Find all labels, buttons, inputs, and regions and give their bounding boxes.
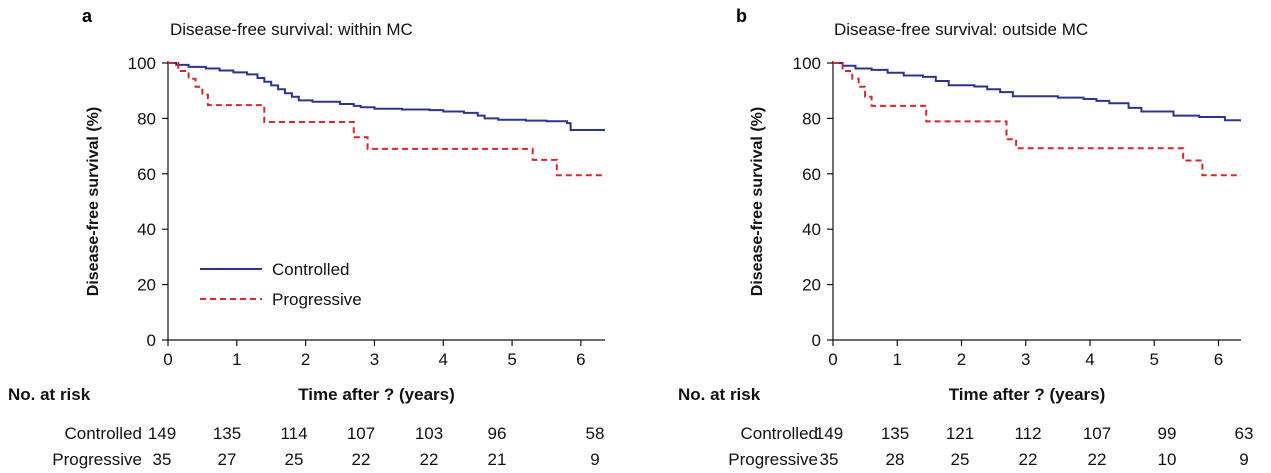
risk-table-header: No. at risk bbox=[8, 385, 91, 404]
risk-value: 103 bbox=[415, 424, 443, 443]
x-tick-label: 6 bbox=[576, 350, 585, 369]
x-tick-label: 3 bbox=[370, 350, 379, 369]
risk-value: 63 bbox=[1235, 424, 1254, 443]
y-tick-label: 0 bbox=[812, 331, 821, 350]
y-tick-label: 60 bbox=[802, 165, 821, 184]
series-line-controlled bbox=[833, 62, 1241, 122]
risk-value: 35 bbox=[820, 450, 839, 469]
risk-value: 22 bbox=[352, 450, 371, 469]
x-tick-label: 0 bbox=[163, 350, 172, 369]
survival-chart-b: b Disease-free survival: outside MC Diseas… bbox=[678, 6, 1254, 469]
risk-value: 112 bbox=[1014, 424, 1041, 443]
y-tick-label: 80 bbox=[802, 109, 821, 128]
risk-value: 135 bbox=[213, 424, 241, 443]
x-axis-label: Time after ? (years) bbox=[298, 385, 455, 404]
risk-value: 135 bbox=[881, 424, 909, 443]
risk-value: 35 bbox=[153, 450, 172, 469]
chart-title: Disease-free survival: outside MC bbox=[834, 20, 1088, 39]
x-tick-label: 2 bbox=[301, 350, 310, 369]
series-line-progressive bbox=[168, 62, 605, 177]
x-axis-label: Time after ? (years) bbox=[949, 385, 1106, 404]
y-tick-label: 80 bbox=[137, 109, 156, 128]
risk-value: 96 bbox=[488, 424, 507, 443]
panel-letter: b bbox=[736, 6, 747, 26]
series-line-progressive bbox=[833, 62, 1241, 177]
y-tick-label: 20 bbox=[137, 276, 156, 295]
risk-value: 22 bbox=[1019, 450, 1038, 469]
risk-value: 25 bbox=[285, 450, 304, 469]
risk-value: 10 bbox=[1158, 450, 1177, 469]
survival-chart-a: a Disease-free survival: within MC Disease… bbox=[8, 6, 605, 469]
risk-row-label: Controlled bbox=[65, 424, 143, 443]
risk-value: 114 bbox=[280, 424, 307, 443]
y-tick-label: 40 bbox=[137, 220, 156, 239]
risk-value: 22 bbox=[1088, 450, 1107, 469]
risk-value: 149 bbox=[148, 424, 176, 443]
y-tick-label: 100 bbox=[128, 54, 156, 73]
x-tick-label: 5 bbox=[1150, 350, 1159, 369]
x-tick-label: 4 bbox=[1085, 350, 1094, 369]
y-tick-label: 40 bbox=[802, 220, 821, 239]
y-axis-label: Disease-free survival (%) bbox=[749, 107, 766, 296]
panel-a: a Disease-free survival: within MC Disease… bbox=[0, 0, 635, 473]
risk-value: 149 bbox=[815, 424, 843, 443]
risk-value: 121 bbox=[946, 424, 974, 443]
risk-row-label: Controlled bbox=[741, 424, 819, 443]
risk-value: 58 bbox=[586, 424, 605, 443]
chart-title: Disease-free survival: within MC bbox=[170, 20, 413, 39]
x-tick-label: 4 bbox=[439, 350, 448, 369]
legend-label: Controlled bbox=[272, 260, 350, 279]
risk-value: 99 bbox=[1158, 424, 1177, 443]
series-line-controlled bbox=[168, 62, 605, 131]
risk-value: 28 bbox=[886, 450, 905, 469]
risk-value: 25 bbox=[951, 450, 970, 469]
x-tick-label: 6 bbox=[1214, 350, 1223, 369]
risk-value: 9 bbox=[1239, 450, 1248, 469]
panel-letter: a bbox=[82, 6, 93, 26]
y-tick-label: 100 bbox=[793, 54, 821, 73]
x-tick-label: 1 bbox=[893, 350, 902, 369]
x-tick-label: 3 bbox=[1021, 350, 1030, 369]
risk-value: 21 bbox=[488, 450, 507, 469]
risk-row-label: Progressive bbox=[728, 450, 818, 469]
risk-value: 27 bbox=[218, 450, 237, 469]
y-tick-label: 60 bbox=[137, 165, 156, 184]
y-tick-label: 20 bbox=[802, 276, 821, 295]
y-axis-label: Disease-free survival (%) bbox=[85, 107, 102, 296]
risk-value: 107 bbox=[1083, 424, 1111, 443]
x-tick-label: 1 bbox=[232, 350, 241, 369]
x-tick-label: 5 bbox=[507, 350, 516, 369]
legend-label: Progressive bbox=[272, 290, 362, 309]
risk-value: 22 bbox=[420, 450, 439, 469]
risk-value: 107 bbox=[347, 424, 375, 443]
panel-b: b Disease-free survival: outside MC Diseas… bbox=[636, 0, 1271, 473]
x-tick-label: 2 bbox=[957, 350, 966, 369]
y-tick-label: 0 bbox=[147, 331, 156, 350]
risk-table-header: No. at risk bbox=[678, 385, 761, 404]
risk-value: 9 bbox=[590, 450, 599, 469]
risk-row-label: Progressive bbox=[52, 450, 142, 469]
x-tick-label: 0 bbox=[828, 350, 837, 369]
